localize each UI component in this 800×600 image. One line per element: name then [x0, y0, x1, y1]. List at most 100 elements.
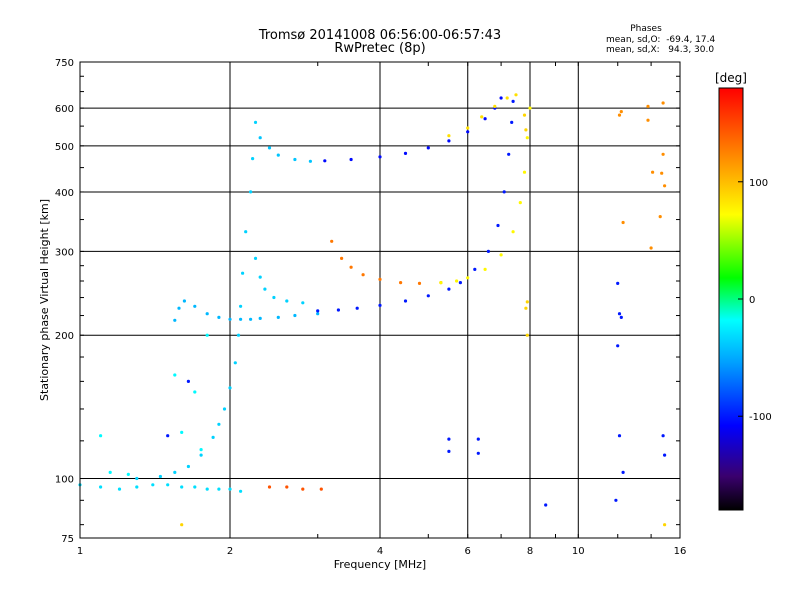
data-point — [217, 315, 221, 319]
y-tick-label: 100 — [55, 475, 74, 486]
x-tick-label: 4 — [377, 546, 383, 557]
data-point — [447, 287, 451, 291]
data-point — [355, 306, 359, 310]
data-point — [544, 503, 548, 507]
data-point — [308, 159, 312, 163]
data-point — [617, 312, 622, 316]
data-point — [426, 294, 430, 298]
y-tick-label: 300 — [55, 247, 74, 258]
data-point — [228, 317, 232, 321]
data-point — [182, 299, 186, 303]
data-point — [99, 434, 103, 438]
colorbar-label: [deg] — [715, 71, 747, 85]
chart-title: Tromsø 20141008 06:56:00-06:57:43 — [258, 28, 502, 43]
data-point — [466, 126, 470, 130]
data-point — [222, 407, 227, 411]
data-point — [439, 281, 443, 285]
data-point — [258, 316, 262, 320]
data-point — [378, 277, 382, 281]
data-point — [511, 99, 515, 103]
data-point — [285, 485, 289, 489]
data-point — [619, 315, 623, 319]
x-tick-label: 16 — [674, 546, 687, 557]
data-point — [258, 136, 262, 140]
data-point — [480, 115, 484, 119]
data-point — [510, 120, 514, 124]
data-point — [514, 93, 518, 97]
chart-subtitle: RwPretec (8p) — [334, 41, 426, 56]
data-point — [483, 267, 487, 271]
data-point — [180, 485, 184, 489]
data-point — [186, 379, 190, 383]
data-point — [244, 230, 248, 234]
data-point — [186, 464, 190, 469]
data-point — [663, 523, 667, 527]
data-point — [193, 304, 197, 308]
data-point — [493, 104, 497, 108]
x-tick-label: 2 — [227, 546, 233, 557]
data-point — [319, 487, 323, 491]
data-point — [505, 96, 509, 100]
data-point — [205, 333, 209, 337]
data-point — [236, 333, 241, 337]
data-point — [267, 146, 272, 150]
data-point — [301, 487, 305, 491]
data-point — [249, 190, 253, 194]
data-point — [340, 256, 344, 260]
data-point — [233, 361, 237, 365]
data-point — [621, 220, 625, 225]
data-point — [403, 299, 408, 303]
data-point — [249, 317, 253, 321]
data-point — [173, 470, 177, 474]
x-axis-label: Frequency [MHz] — [334, 558, 426, 571]
data-point — [166, 434, 170, 438]
data-point — [241, 271, 245, 275]
x-tick-label: 8 — [527, 546, 533, 557]
data-point — [646, 118, 650, 122]
data-point — [217, 487, 221, 491]
data-point — [499, 253, 503, 257]
data-point — [228, 386, 232, 390]
data-point — [180, 430, 184, 434]
data-point — [199, 453, 203, 457]
data-point — [522, 170, 527, 174]
data-point — [619, 110, 623, 114]
x-tick-label: 6 — [465, 546, 471, 557]
data-point — [458, 281, 462, 285]
data-point — [99, 485, 103, 489]
data-point — [486, 249, 490, 253]
data-point — [251, 157, 255, 161]
data-point — [511, 230, 515, 234]
y-tick-label: 600 — [55, 104, 74, 115]
data-point — [173, 318, 177, 322]
data-point — [301, 301, 305, 305]
data-point — [151, 483, 155, 487]
data-point — [528, 106, 532, 110]
data-point — [293, 157, 297, 162]
data-point — [621, 470, 625, 474]
data-point — [507, 152, 511, 156]
data-point — [323, 159, 327, 163]
colorbar-tick-label: 100 — [749, 178, 768, 189]
data-point — [660, 171, 664, 175]
x-tick-label: 10 — [572, 546, 585, 557]
data-point — [426, 146, 430, 150]
data-point — [661, 152, 665, 156]
data-point — [205, 312, 209, 316]
data-point — [239, 304, 243, 308]
data-point — [502, 190, 506, 194]
data-point — [447, 449, 451, 453]
data-point — [177, 306, 181, 310]
y-axis-label: Stationary phase Virtual Height [km] — [38, 199, 51, 401]
data-point — [117, 487, 122, 491]
data-point — [135, 476, 139, 481]
data-point — [193, 485, 197, 489]
data-point — [663, 453, 667, 457]
y-tick-label: 500 — [55, 142, 74, 153]
data-point — [180, 523, 184, 527]
data-point — [267, 485, 272, 489]
data-point — [173, 373, 177, 377]
data-point — [403, 151, 408, 155]
